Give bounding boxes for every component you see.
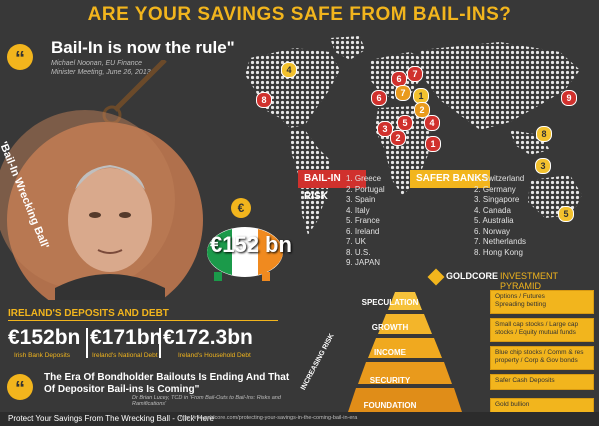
map-pin: 8 (256, 92, 272, 108)
quote-icon: “ (7, 374, 33, 400)
map-pin: 6 (391, 71, 407, 87)
list-item: 7. UK (346, 237, 367, 246)
tier-income: INCOME (374, 348, 406, 357)
map-pin: 2 (390, 130, 406, 146)
list-item: 1. Greece (346, 174, 382, 183)
tier-desc: Safer Cash Deposits (490, 374, 594, 390)
divider (8, 320, 278, 321)
tier-desc: Small cap stocks / Large cap stocks / Eq… (490, 318, 594, 342)
quote1-occasion: Minister Meeting, June 26, 2013 (51, 69, 151, 76)
household-debt-value: €172.3bn (163, 326, 253, 349)
map-pin: 3 (377, 121, 393, 137)
map-pin: 8 (536, 126, 552, 142)
list-item: 7. Netherlands (474, 237, 527, 246)
footer-link[interactable]: Protect Your Savings From The Wrecking B… (8, 414, 215, 423)
divider (86, 328, 88, 358)
deposit-value: €152bn (8, 326, 81, 349)
list-item: 2. Portugal (346, 184, 385, 194)
list-item: 9. JAPAN (346, 258, 381, 267)
map-pin: 4 (281, 62, 297, 78)
safer-banks-label: SAFER BANKS (410, 170, 490, 188)
list-item: 3. Spain (346, 195, 376, 204)
bail-in-risk-label: BAIL-IN RISK (298, 170, 366, 202)
quote1-text: Bail-In is now the rule" (51, 38, 235, 57)
list-item: 8. U.S. (346, 247, 371, 257)
list-item: 6. Ireland (346, 226, 380, 236)
list-item: 2. Germany (474, 184, 516, 194)
map-pin: 9 (561, 90, 577, 106)
list-item: 6. Norway (474, 226, 511, 236)
map-pin: 2 (414, 102, 430, 118)
deposit-label: Irish Bank Deposits (14, 352, 70, 359)
map-pin: 1 (425, 136, 441, 152)
list-item: 5. Australia (474, 216, 514, 225)
map-pin: 3 (535, 158, 551, 174)
pyramid-title: INVESTMENT PYRAMID (500, 271, 558, 291)
tier-security: SECURITY (369, 376, 411, 385)
wrecking-ball-illustration (0, 60, 203, 300)
map-pin: 5 (397, 115, 413, 131)
goldcore-logo-icon (427, 268, 445, 286)
quote-icon: “ (7, 44, 33, 70)
list-item: 8. Hong Kong (474, 247, 523, 257)
map-pin: 7 (407, 66, 423, 82)
quote1-author: Michael Noonan, EU Finance (51, 60, 143, 67)
tier-growth: GROWTH (371, 323, 409, 332)
pyramid-brand: GOLDCORE (446, 271, 499, 281)
euro-coin-icon: € (231, 198, 251, 218)
list-item: 4. Italy (346, 205, 370, 215)
household-debt-label: Ireland's Household Debt (178, 352, 251, 359)
tier-speculation: SPECULATION (361, 298, 419, 307)
debt-label: Ireland's National Debt (92, 352, 158, 359)
page-title: ARE YOUR SAVINGS SAFE FROM BAIL-INS? (87, 4, 512, 25)
list-item: 3. Singapore (474, 195, 520, 204)
piggy-amount: €152 bn (210, 232, 292, 257)
debt-value: €171bn (90, 326, 163, 349)
map-pin: 6 (371, 90, 387, 106)
quote2-author: Dr Brian Lucey, TCD in 'From Bail-Outs t… (132, 395, 281, 407)
map-pin: 7 (395, 85, 411, 101)
quote2-text: The Era Of Bondholder Bailouts Is Ending… (44, 372, 290, 395)
piggy-bank-icon (207, 227, 283, 281)
tier-desc: Blue chip stocks / Comm & res property /… (490, 346, 594, 370)
map-pin: 4 (424, 115, 440, 131)
list-item: 4. Canada (474, 205, 511, 215)
footer-url[interactable]: http://info.goldcore.com/protecting-your… (180, 415, 358, 421)
ireland-heading: IRELAND'S DEPOSITS AND DEBT (8, 308, 169, 319)
safer-banks-list: 1. Switzerland 2. Germany 3. Singapore 4… (474, 174, 526, 258)
list-item: 1. Switzerland (474, 174, 525, 183)
divider (159, 328, 161, 358)
bail-in-risk-list: 1. Greece 2. Portugal 3. Spain 4. Italy … (346, 174, 385, 269)
tier-desc: Options / Futures Spreading betting (490, 290, 594, 314)
footer: Protect Your Savings From The Wrecking B… (0, 412, 599, 426)
map-pin: 5 (558, 206, 574, 222)
list-item: 5. France (346, 216, 380, 225)
investment-pyramid (348, 292, 462, 412)
tier-foundation: FOUNDATION (363, 401, 417, 410)
